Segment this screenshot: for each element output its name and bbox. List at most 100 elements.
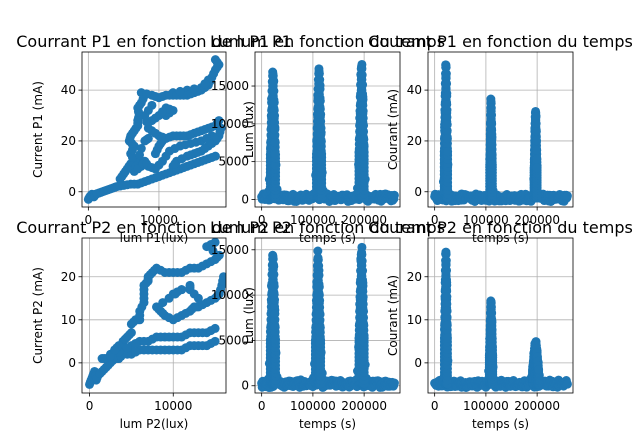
data-point bbox=[179, 163, 189, 173]
y-tick-label: 10000 bbox=[211, 117, 249, 131]
data-point bbox=[442, 105, 452, 115]
data-point bbox=[442, 299, 452, 309]
data-point bbox=[137, 302, 147, 312]
data-point bbox=[442, 134, 452, 144]
data-point bbox=[487, 140, 497, 150]
data-point bbox=[122, 349, 132, 359]
y-tick-label: 0 bbox=[241, 379, 249, 393]
data-point bbox=[316, 109, 326, 119]
chart-title: Courrant P2 en fonction de lum P2 bbox=[16, 218, 292, 237]
data-point bbox=[487, 308, 497, 318]
data-point bbox=[142, 117, 152, 127]
data-point bbox=[359, 306, 369, 316]
data-point bbox=[314, 282, 324, 292]
data-point bbox=[358, 106, 368, 116]
y-axis-label: Courant (mA) bbox=[386, 89, 400, 170]
axes-frame bbox=[427, 51, 574, 208]
data-point bbox=[315, 295, 325, 305]
data-point bbox=[150, 128, 160, 138]
data-point bbox=[164, 267, 174, 277]
data-point bbox=[156, 345, 166, 355]
y-tick-label: 10000 bbox=[211, 288, 249, 302]
data-point bbox=[313, 246, 323, 256]
data-point bbox=[157, 91, 167, 101]
data-point bbox=[156, 138, 166, 148]
data-point bbox=[207, 152, 217, 162]
data-point bbox=[212, 57, 222, 67]
data-point bbox=[164, 345, 174, 355]
axes-frame bbox=[427, 237, 574, 394]
data-point bbox=[442, 120, 452, 130]
data-point bbox=[216, 285, 226, 295]
data-point bbox=[198, 328, 208, 338]
data-point bbox=[175, 86, 185, 96]
data-point bbox=[165, 132, 175, 142]
data-point bbox=[189, 341, 199, 351]
data-point bbox=[133, 113, 143, 123]
data-point bbox=[487, 333, 497, 343]
data-point bbox=[315, 75, 325, 85]
data-point bbox=[143, 105, 153, 115]
data-point bbox=[531, 118, 541, 128]
data-point bbox=[487, 342, 497, 352]
data-point bbox=[315, 323, 325, 333]
data-point bbox=[358, 299, 368, 309]
data-point bbox=[269, 86, 279, 96]
data-point bbox=[562, 379, 572, 389]
x-tick-label: 200000 bbox=[514, 399, 560, 413]
data-point bbox=[269, 77, 279, 87]
data-point bbox=[441, 265, 451, 275]
data-point bbox=[441, 62, 451, 72]
data-point bbox=[271, 150, 281, 160]
y-tick-label: 0 bbox=[414, 356, 422, 370]
data-point bbox=[186, 130, 196, 140]
data-point bbox=[136, 178, 146, 188]
data-point bbox=[314, 261, 324, 271]
data-point bbox=[172, 267, 182, 277]
chart-title: Courant P2 en fonction du temps bbox=[368, 218, 633, 237]
data-point bbox=[532, 154, 542, 164]
chart-title: Lum P1 en fonction du temps bbox=[210, 32, 445, 51]
data-point bbox=[442, 306, 452, 316]
data-point bbox=[389, 190, 399, 200]
data-point bbox=[486, 103, 496, 113]
data-point bbox=[115, 181, 125, 191]
y-tick-label: 0 bbox=[68, 356, 76, 370]
data-point bbox=[127, 152, 137, 162]
data-point bbox=[198, 300, 208, 310]
data-point bbox=[270, 118, 280, 128]
data-point bbox=[198, 341, 208, 351]
data-point bbox=[442, 333, 452, 343]
series-points bbox=[430, 60, 572, 206]
subplot-6: 0 100000 200000 0 10 20 temps (s) Courant (mA) C… bbox=[368, 218, 633, 431]
data-point bbox=[150, 113, 160, 123]
data-point bbox=[442, 278, 452, 288]
data-point bbox=[181, 343, 191, 353]
data-point bbox=[212, 252, 222, 262]
data-point bbox=[315, 84, 325, 94]
data-point bbox=[270, 295, 280, 305]
data-point bbox=[147, 345, 157, 355]
data-point bbox=[206, 257, 216, 267]
data-point bbox=[269, 98, 279, 108]
data-point bbox=[105, 351, 115, 361]
data-point bbox=[441, 249, 451, 259]
data-point bbox=[487, 129, 497, 139]
x-tick-label: 100000 bbox=[290, 213, 336, 227]
x-axis-label: temps (s) bbox=[299, 417, 356, 431]
data-point bbox=[170, 159, 180, 169]
data-point bbox=[534, 365, 544, 375]
data-point bbox=[212, 118, 222, 128]
data-point bbox=[317, 149, 327, 159]
data-point bbox=[442, 292, 452, 302]
data-point bbox=[156, 265, 166, 275]
x-tick-label: 0 bbox=[86, 399, 94, 413]
axes-frame bbox=[254, 237, 401, 394]
data-point bbox=[270, 124, 280, 134]
data-point bbox=[316, 137, 326, 147]
y-axis-label: Lum (lux) bbox=[242, 287, 256, 344]
data-point bbox=[269, 269, 279, 279]
